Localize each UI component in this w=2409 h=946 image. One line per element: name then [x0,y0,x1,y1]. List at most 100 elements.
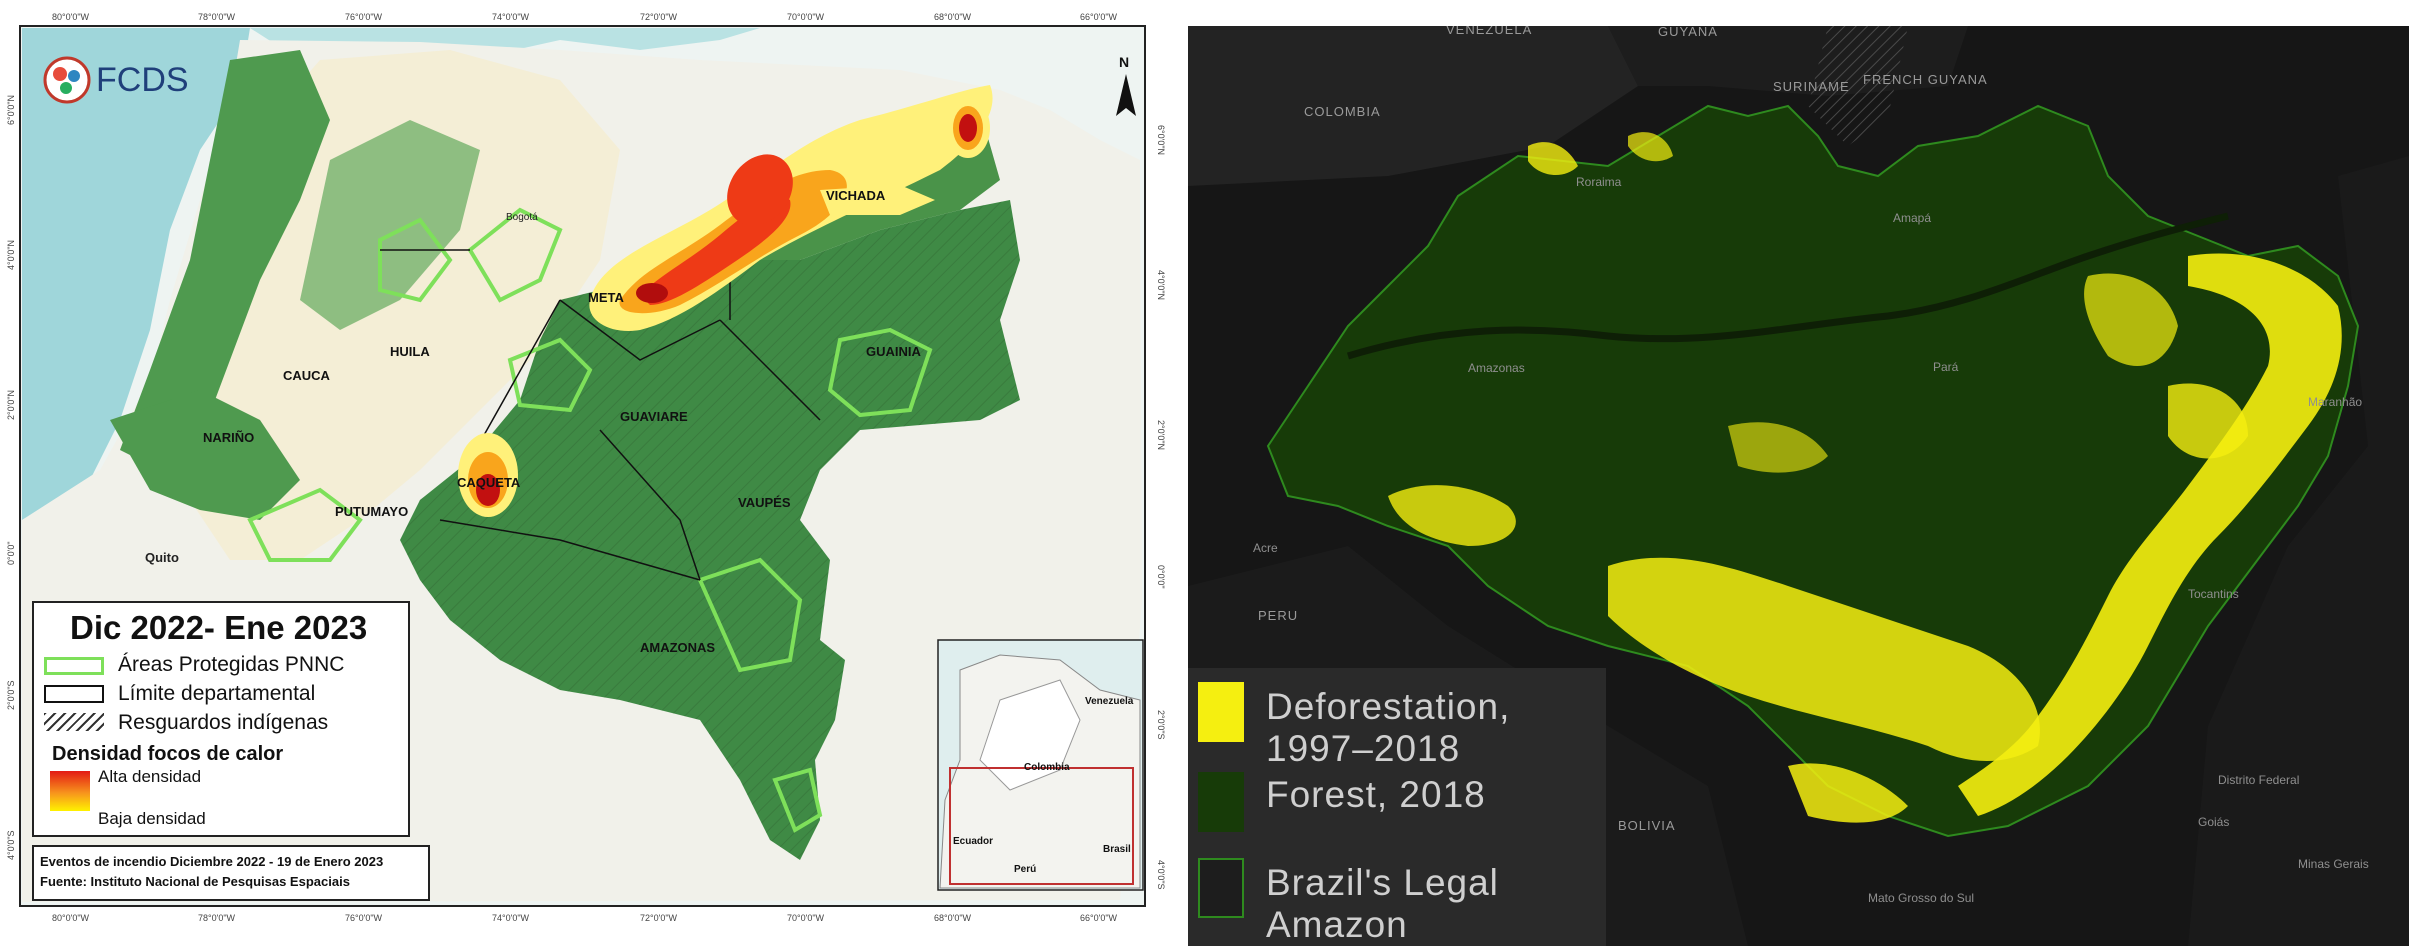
country-label-bolivia: BOLIVIA [1618,818,1676,833]
state-label-roraima: Roraima [1576,175,1622,189]
dept-label-caqueta: CAQUETA [457,475,521,490]
lat-ticks-right: 6°0'0"N 4°0'0"N 2°0'0"N 0°0'0" 2°0'0"S 4… [1156,125,1166,890]
legend-swatch-legal-amazon [1198,858,1244,918]
deforestation-areas [1388,132,2342,823]
dept-label-narino: NARIÑO [203,430,254,445]
legend-swatch-boundary [44,685,104,703]
svg-text:78°0'0"W: 78°0'0"W [198,913,236,923]
inset-map: Venezuela Colombia Ecuador Perú Brasil [937,639,1144,891]
legend-label-forest: Forest, 2018 [1266,774,1486,815]
svg-text:Venezuela: Venezuela [1085,696,1134,707]
state-label-mato-grosso-do-sul: Mato Grosso do Sul [1868,891,1974,905]
fcds-logo: FCDS [43,56,189,104]
legend-density-title: Densidad focos de calor [52,743,284,765]
svg-text:Brasil: Brasil [1103,844,1131,855]
source-box: Eventos de incendio Diciembre 2022 - 19 … [32,845,430,901]
legend-label-resguardos: Resguardos indígenas [118,711,329,734]
country-label-guyana: GUYANA [1658,26,1718,39]
svg-text:80°0'0"W: 80°0'0"W [52,913,90,923]
heat-density-high [636,283,668,303]
pacific-ocean [22,28,250,520]
svg-text:66°0'0"W: 66°0'0"W [1080,12,1118,22]
svg-text:N: N [1119,54,1129,70]
legend-swatch-protected [44,657,104,675]
dept-label-vaupes: VAUPÉS [738,495,791,510]
svg-text:76°0'0"W: 76°0'0"W [345,913,383,923]
source-line-credit: Fuente: Instituto Nacional de Pesquisas … [40,874,350,889]
svg-text:0°0'0": 0°0'0" [1156,565,1166,589]
forest-west [120,50,330,470]
dept-label-huila: HUILA [390,344,430,359]
lat-ticks-left: 6°0'0"N 4°0'0"N 2°0'0"N 0°0'0" 2°0'0"S 4… [6,95,16,860]
dept-label-meta: META [588,290,624,305]
place-label-quito: Quito [145,550,179,565]
svg-text:2°0'0"N: 2°0'0"N [1156,420,1166,450]
svg-text:70°0'0"W: 70°0'0"W [787,913,825,923]
legend-density-gradient [50,771,90,811]
inset-extent-box [949,767,1134,885]
svg-text:0°0'0": 0°0'0" [6,541,16,565]
legend-density-high: Alta densidad [98,767,202,786]
legend-swatch-forest [1198,772,1244,832]
country-label-peru: PERU [1258,608,1298,623]
country-label-colombia: COLOMBIA [1304,104,1381,119]
legend-label-protected: Áreas Protegidas PNNC [118,653,345,676]
place-label-bogota: Bogotá [506,212,538,223]
svg-text:Ecuador: Ecuador [953,836,993,847]
svg-text:4°0'0"N: 4°0'0"N [6,240,16,270]
svg-text:70°0'0"W: 70°0'0"W [787,12,825,22]
svg-text:76°0'0"W: 76°0'0"W [345,12,383,22]
dept-label-amazonas: AMAZONAS [640,640,715,655]
state-label-acre: Acre [1253,541,1278,555]
legend-density-low: Baja densidad [98,809,206,828]
amazon-river [1346,212,2229,360]
svg-text:66°0'0"W: 66°0'0"W [1080,913,1118,923]
north-arrow-icon: N [1116,54,1136,116]
deforestation-legend: Deforestation, 1997–2018 Forest, 2018 Br… [1188,668,1606,946]
svg-text:Colombia: Colombia [1024,762,1070,773]
lon-ticks-bottom: 80°0'0"W 78°0'0"W 76°0'0"W 74°0'0"W 72°0… [52,913,1118,923]
map-legend: Dic 2022- Ene 2023 Áreas Protegidas PNNC… [32,601,410,837]
svg-text:6°0'0"N: 6°0'0"N [6,95,16,125]
dept-label-vichada: VICHADA [826,188,886,203]
svg-text:74°0'0"W: 74°0'0"W [492,12,530,22]
lon-ticks-top: 80°0'0"W 78°0'0"W 76°0'0"W 74°0'0"W 72°0… [52,12,1118,22]
legend-title: Dic 2022- Ene 2023 [70,609,368,646]
svg-text:72°0'0"W: 72°0'0"W [640,913,678,923]
dept-label-cauca: CAUCA [283,368,331,383]
brazil-deforestation-map: VENEZUELA GUYANA SURINAME FRENCH GUYANA … [1188,26,2409,946]
svg-text:6°0'0"N: 6°0'0"N [1156,125,1166,155]
state-label-maranhao: Maranhão [2308,395,2362,409]
country-label-french-guyana: FRENCH GUYANA [1863,72,1988,87]
legend-label-legal-amazon: Brazil's Legal Amazon [1266,862,1499,945]
state-label-amazonas: Amazonas [1468,361,1525,375]
state-label-tocantins: Tocantins [2188,587,2239,601]
svg-text:2°0'0"N: 2°0'0"N [6,390,16,420]
legend-swatch-resguardos [44,713,104,731]
country-label-suriname: SURINAME [1773,79,1850,94]
legend-label-boundary: Límite departamental [118,682,316,705]
protected-area-outline [467,207,563,303]
colombia-fire-map: VICHADA META GUAINIA HUILA CAUCA GUAVIAR… [0,0,1170,946]
legend-swatch-deforestation [1198,682,1244,742]
svg-text:2°0'0"S: 2°0'0"S [1156,710,1166,740]
legend-label-deforestation: Deforestation, 1997–2018 [1266,686,1511,769]
source-line-events: Eventos de incendio Diciembre 2022 - 19 … [40,854,384,869]
svg-text:2°0'0"S: 2°0'0"S [6,680,16,710]
svg-text:4°0'0"N: 4°0'0"N [1156,270,1166,300]
country-label-venezuela: VENEZUELA [1446,26,1532,37]
svg-text:68°0'0"W: 68°0'0"W [934,12,972,22]
svg-text:74°0'0"W: 74°0'0"W [492,913,530,923]
dept-label-guainia: GUAINIA [866,344,922,359]
svg-text:80°0'0"W: 80°0'0"W [52,12,90,22]
state-label-para: Pará [1933,360,1959,374]
state-label-goias: Goiás [2198,815,2229,829]
svg-text:68°0'0"W: 68°0'0"W [934,913,972,923]
svg-text:4°0'0"S: 4°0'0"S [6,830,16,860]
state-label-minas-gerais: Minas Gerais [2298,857,2369,871]
state-label-distrito-federal: Distrito Federal [2218,773,2299,787]
svg-text:4°0'0"S: 4°0'0"S [1156,860,1166,890]
resguardos-hatch [400,200,1020,860]
state-label-amapa: Amapá [1893,211,1931,225]
logo-text: FCDS [96,61,189,99]
